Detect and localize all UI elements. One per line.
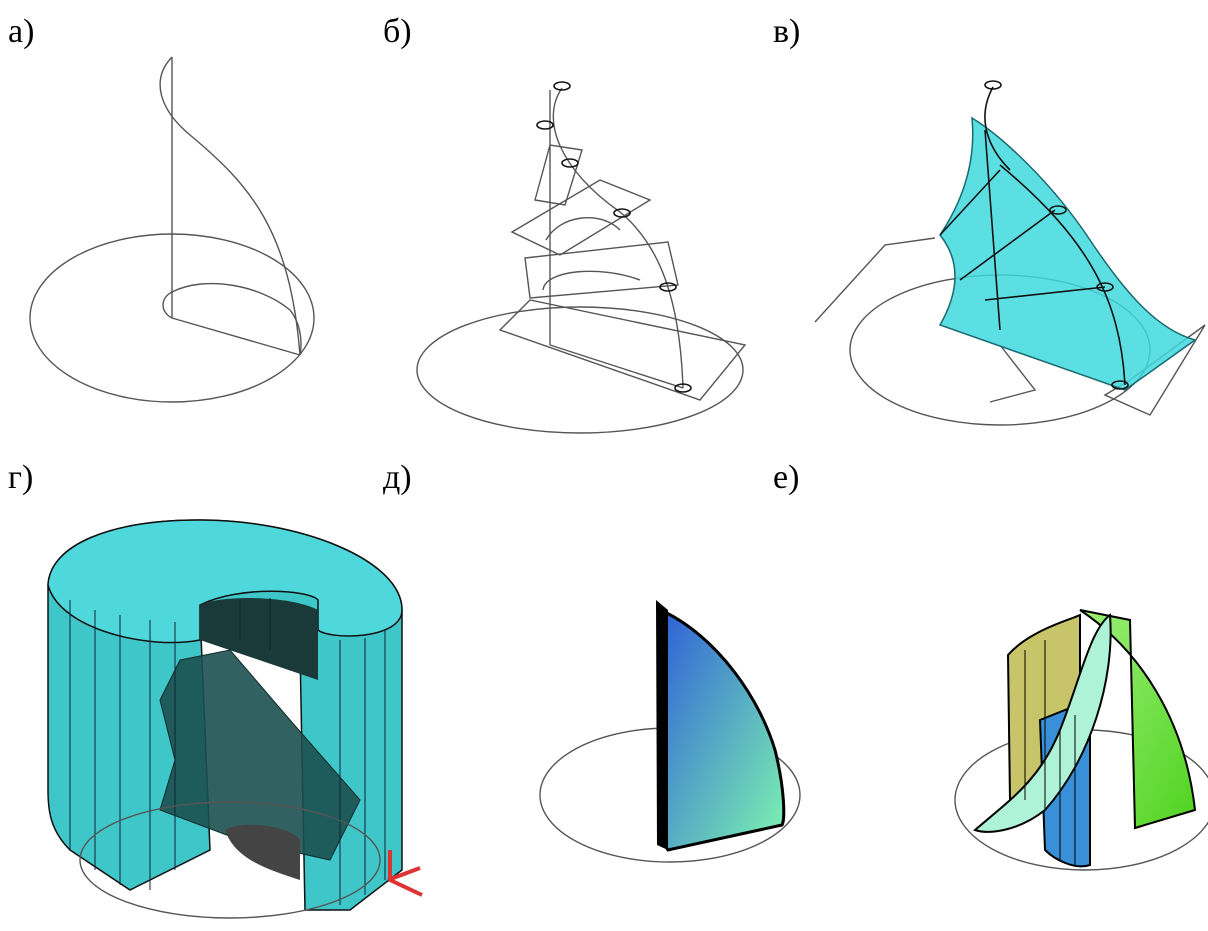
drawing-f [955, 610, 1208, 870]
drawing-e [540, 600, 800, 862]
drawing-c [815, 81, 1205, 425]
panel-label: а) [8, 13, 34, 50]
panel-label: в) [773, 13, 800, 50]
page: а) б) в) г) д) е) [0, 0, 1208, 931]
drawing-a [30, 57, 314, 402]
panel-label: е) [773, 459, 799, 496]
panel-label: б) [383, 13, 412, 50]
drawing-b [417, 82, 745, 433]
panel-label: г) [8, 459, 33, 496]
figure: а) б) в) г) д) е) [0, 0, 1208, 931]
drawing-d [48, 520, 422, 918]
panel-label: д) [383, 459, 412, 496]
